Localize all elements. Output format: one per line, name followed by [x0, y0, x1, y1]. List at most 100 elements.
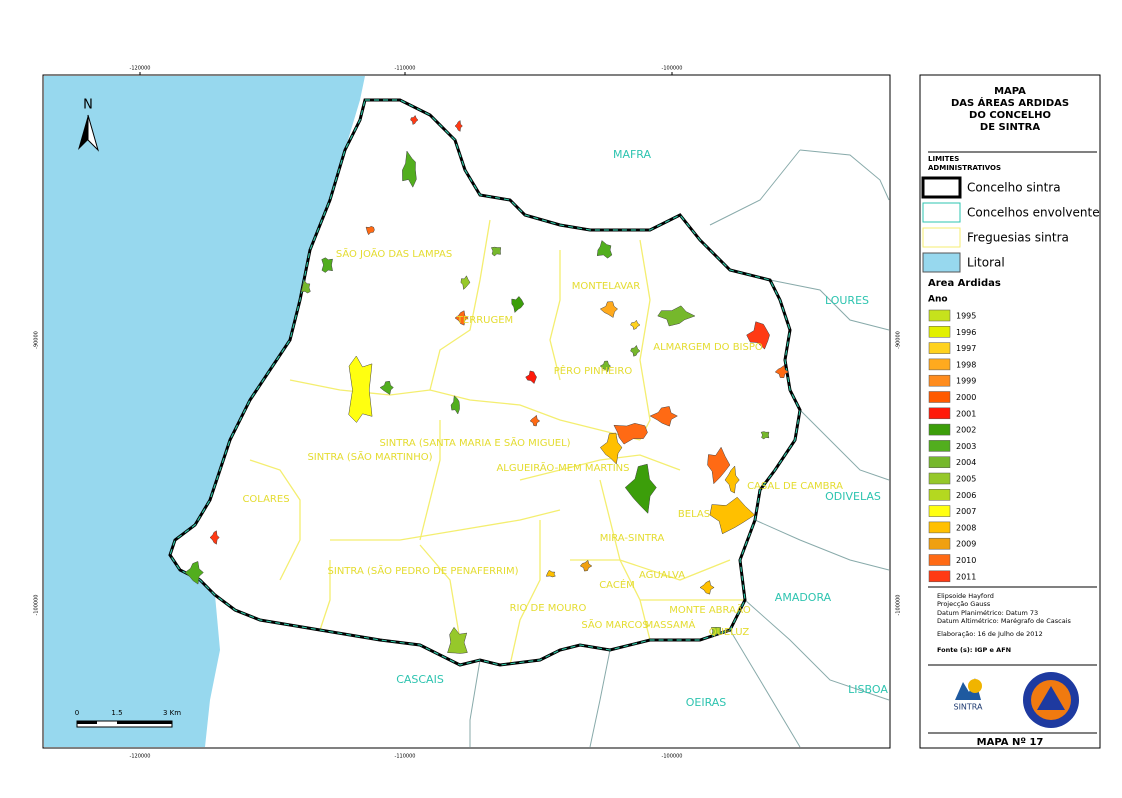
scale-label: 3 Km	[163, 709, 181, 717]
burned-area	[454, 310, 469, 326]
year-label: 2004	[956, 458, 976, 467]
burned-area	[746, 321, 770, 350]
freguesia-label: TERRUGEM	[456, 315, 513, 326]
neighbour-boundary	[589, 649, 611, 748]
burned-area	[774, 364, 790, 379]
burned-area	[710, 627, 722, 637]
year-swatch	[928, 358, 951, 371]
coord-label: -120000	[130, 66, 151, 72]
year-label: 2006	[956, 491, 976, 500]
coord-label: -100000	[34, 595, 40, 616]
north-label: N	[83, 98, 93, 113]
neighbour-boundary	[744, 599, 890, 701]
neighbour-boundary	[799, 149, 890, 201]
burned-area	[348, 355, 373, 423]
info-text: Datum Altimétrico: Marégrafo de Cascais	[937, 617, 1072, 625]
freguesia-boundary	[549, 250, 561, 381]
logo-sun	[968, 679, 982, 693]
year-swatch	[928, 521, 951, 534]
burned-area	[545, 569, 556, 578]
place-label: MAFRA	[613, 148, 652, 161]
year-label: 1995	[956, 312, 976, 321]
coord-label: -90000	[896, 331, 902, 349]
burned-area	[599, 432, 623, 465]
legend-title: DO CONCELHO	[969, 110, 1051, 121]
legend-title: DAS ÁREAS ARDIDAS	[951, 96, 1069, 109]
burned-area	[707, 446, 731, 485]
concelho-fill	[170, 100, 800, 665]
freguesia-boundary	[330, 509, 561, 541]
legend-label: Freguesias sintra	[967, 231, 1069, 245]
year-label: 2002	[956, 426, 976, 435]
year-swatch	[928, 537, 951, 550]
year-swatch	[928, 423, 951, 436]
freguesia-boundary	[319, 560, 331, 631]
info-text: Datum Planimétrico: Datum 73	[937, 609, 1038, 617]
freguesia-label: COLARES	[242, 494, 289, 505]
concelho-border-inner	[169, 99, 801, 666]
burned-area	[365, 226, 375, 236]
year-label: 2011	[956, 572, 976, 581]
burned-area	[511, 296, 525, 313]
year-label: 2003	[956, 442, 976, 451]
freguesia-label: AGUALVA	[639, 570, 685, 581]
freguesia-label: MIRA-SINTRA	[600, 533, 665, 544]
year-swatch	[928, 342, 951, 354]
coord-label: -100000	[662, 754, 683, 760]
burned-area	[460, 275, 471, 291]
neighbour-boundary	[799, 409, 890, 481]
burned-area	[699, 580, 715, 595]
burned-area	[624, 463, 657, 514]
legend-heading: LIMITES	[928, 155, 959, 163]
year-swatch	[928, 440, 951, 452]
north-arrow	[78, 115, 88, 150]
burned-area	[630, 344, 641, 357]
burned-area	[579, 559, 593, 572]
year-label: 2008	[956, 523, 976, 532]
legend-heading: Ano	[928, 295, 948, 305]
freguesia-boundary	[639, 239, 651, 441]
year-swatch	[928, 407, 951, 420]
info-text: Fonte (s): IGP e AFN	[937, 646, 1011, 654]
place-label: AMADORA	[775, 591, 832, 604]
burned-area	[379, 380, 394, 396]
year-swatch	[928, 570, 951, 583]
info-text: Elipsoide Hayford	[937, 592, 994, 600]
burned-area	[209, 530, 220, 545]
freguesia-label: PÊRO PINHEIRO	[554, 364, 633, 377]
burned-area	[599, 301, 618, 318]
place-label: LISBOA	[848, 683, 888, 696]
freguesia-boundary	[429, 219, 491, 391]
freguesia-label: SÃO MARCOS	[581, 618, 648, 631]
freguesia-label: SINTRA (SANTA MARIA E SÃO MIGUEL)	[379, 436, 570, 449]
neighbour-boundary	[754, 519, 890, 571]
burned-area	[649, 406, 678, 427]
freguesia-boundary	[570, 559, 731, 581]
year-swatch	[928, 554, 951, 566]
coord-label: -90000	[34, 331, 40, 349]
legend-title: MAPA	[994, 86, 1026, 97]
burned-area	[300, 280, 311, 294]
map-number: MAPA Nº 17	[977, 737, 1044, 748]
legend-swatch	[921, 176, 962, 199]
year-label: 1998	[956, 360, 976, 369]
legend-swatch	[922, 202, 961, 223]
freguesia-label: MONTELAVAR	[572, 281, 640, 292]
freguesia-label: ALMARGEM DO BISPO	[653, 342, 763, 353]
legend-label: Concelho sintra	[967, 181, 1061, 195]
burned-area	[760, 431, 770, 440]
coord-label: -110000	[395, 66, 416, 72]
info-text: Elaboração: 16 de Julho de 2012	[937, 630, 1043, 638]
freguesia-boundary	[419, 544, 461, 641]
freguesia-label: SINTRA (SÃO MARTINHO)	[307, 450, 432, 463]
freguesia-boundary	[519, 454, 681, 481]
year-label: 1996	[956, 328, 976, 337]
neighbour-boundary	[769, 279, 890, 331]
burned-area	[454, 120, 463, 132]
year-label: 2007	[956, 507, 976, 516]
year-swatch	[928, 326, 951, 338]
year-label: 2010	[956, 556, 976, 565]
place-label: LOURES	[825, 294, 869, 307]
place-label: ODIVELAS	[825, 490, 881, 503]
